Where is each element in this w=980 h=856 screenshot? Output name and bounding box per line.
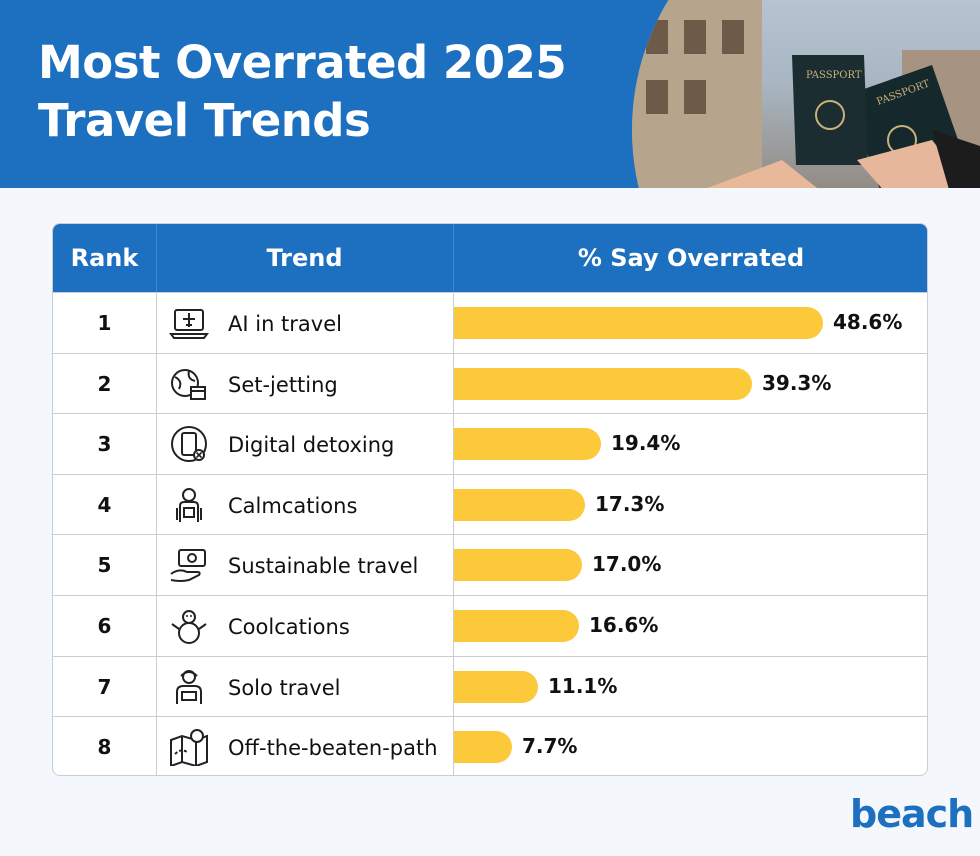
header-banner: Most Overrated 2025 Travel Trends PASSPO… [0,0,980,188]
column-divider [453,292,454,776]
value-label: 48.6% [833,293,902,353]
bar [453,307,823,339]
laptop-plane-icon [169,304,209,342]
table-row: 4 Calmcations 17.3% [53,474,928,534]
table-row: 7 Solo travel 11.1% [53,656,928,716]
value-label: 19.4% [611,414,680,474]
value-label: 17.0% [592,535,661,595]
value-label: 7.7% [522,717,577,776]
value-label: 11.1% [548,657,617,717]
page-title: Most Overrated 2025 Travel Trends [38,34,566,150]
bar [453,489,585,521]
bar [453,731,512,763]
trend-label: AI in travel [228,293,342,353]
hand-money-icon [169,546,209,584]
table-row: 3 Digital detoxing 19.4% [53,413,928,473]
bar [453,671,538,703]
globe-clapperboard-icon [169,365,209,403]
backpacker-icon [169,486,209,524]
trend-label: Digital detoxing [228,414,394,474]
rank-cell: 5 [53,535,156,595]
bar [453,428,601,460]
header-divider [156,224,157,292]
rank-cell: 7 [53,657,156,717]
rank-cell: 1 [53,293,156,353]
table-row: 6 Coolcations 16.6% [53,595,928,655]
header-divider [453,224,454,292]
trend-label: Set-jetting [228,354,338,414]
column-header-rank: Rank [53,224,156,292]
table-row: 1 AI in travel 48.6% [53,292,928,352]
passport-photo-illustration: PASSPORT PASSPORT [632,0,980,188]
bar [453,368,752,400]
rank-cell: 8 [53,717,156,776]
table-row: 2 Set-jetting 39.3% [53,353,928,413]
title-line-1: Most Overrated 2025 [38,34,566,92]
passport-photo: PASSPORT PASSPORT [632,0,980,188]
value-label: 17.3% [595,475,664,535]
trend-label: Calmcations [228,475,357,535]
table-row: 5 Sustainable travel 17.0% [53,534,928,594]
svg-text:PASSPORT: PASSPORT [806,70,862,81]
rank-cell: 2 [53,354,156,414]
table-row: 8 Off-the-beaten-path 7.7% [53,716,928,776]
rank-cell: 6 [53,596,156,656]
phone-off-icon [169,425,209,463]
column-header-trend: Trend [156,224,453,292]
trend-label: Off-the-beaten-path [228,717,438,776]
bar [453,549,582,581]
snowman-icon [169,607,209,645]
bar [453,610,579,642]
trend-label: Coolcations [228,596,350,656]
trends-table: Rank Trend % Say Overrated 1 AI in travel… [52,223,928,776]
trend-label: Solo travel [228,657,340,717]
trend-label: Sustainable travel [228,535,418,595]
solo-traveler-icon [169,668,209,706]
beach-logo: beach [850,792,973,836]
title-line-2: Travel Trends [38,92,566,150]
rank-cell: 4 [53,475,156,535]
value-label: 16.6% [589,596,658,656]
column-header-percent: % Say Overrated [453,224,928,292]
column-divider [156,292,157,776]
value-label: 39.3% [762,354,831,414]
table-header: Rank Trend % Say Overrated [53,224,928,292]
rank-cell: 3 [53,414,156,474]
map-pin-icon [169,728,209,766]
